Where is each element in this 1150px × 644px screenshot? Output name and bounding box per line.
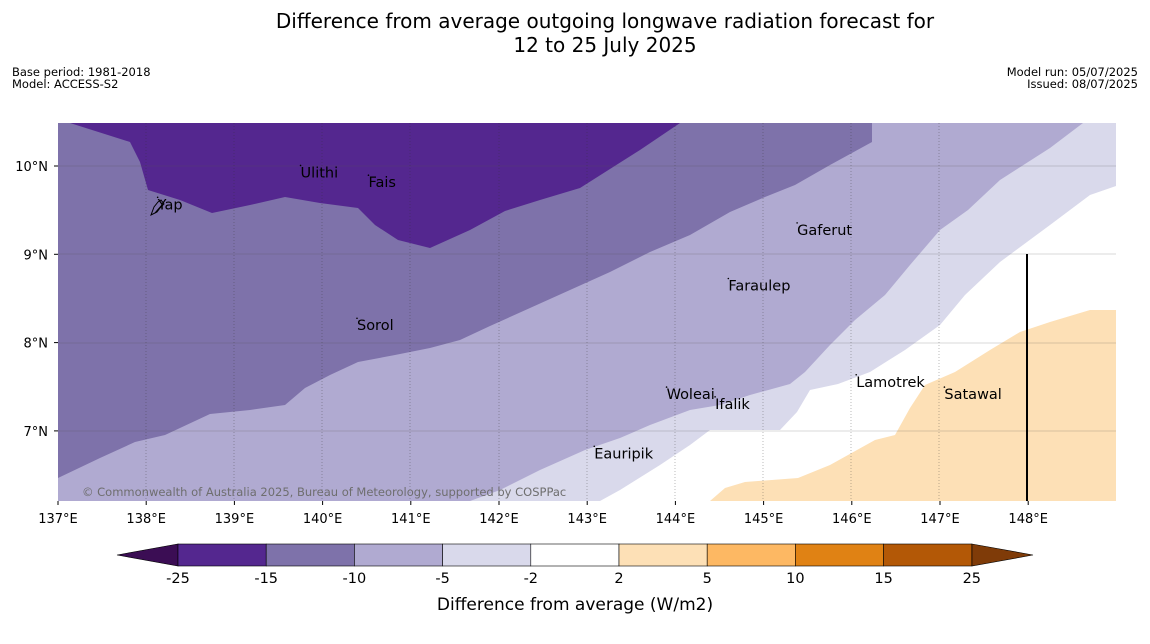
colorbar-tick: 2 bbox=[614, 571, 623, 587]
place-marker bbox=[156, 196, 159, 199]
band-minus-10-to-minus-15 bbox=[58, 123, 872, 478]
lon-tick-label: 144°E bbox=[656, 512, 696, 527]
band-minus-15-to-minus-25 bbox=[70, 123, 680, 248]
colorbar-tick: 25 bbox=[963, 571, 981, 587]
lon-tick-label: 148°E bbox=[1008, 512, 1048, 527]
longitude-ticks: 137°E 138°E 139°E 140°E 141°E 142°E 143°E 144°E… bbox=[38, 501, 1048, 527]
place-label: Eauripik bbox=[594, 446, 653, 462]
place-label: Satawal bbox=[944, 387, 1001, 403]
colorbar-tick: -2 bbox=[524, 571, 538, 587]
place-marker bbox=[714, 396, 716, 398]
colorbar: -25 -15 -10 -5 -2 2 5 10 15 25 Difference from av… bbox=[116, 543, 1034, 615]
colorbar-label: Difference from average (W/m2) bbox=[437, 595, 713, 615]
colorbar-bin bbox=[618, 543, 708, 567]
place-marker bbox=[367, 174, 370, 176]
copyright-notice: © Commonwealth of Australia 2025, Bureau… bbox=[82, 485, 566, 499]
lat-tick-label: 8°N bbox=[24, 337, 49, 352]
lon-tick-label: 147°E bbox=[920, 512, 960, 527]
lat-tick-label: 10°N bbox=[15, 160, 48, 175]
issued-date: Issued: 08/07/2025 bbox=[1027, 77, 1138, 91]
lon-tick-label: 143°E bbox=[567, 512, 607, 527]
place-marker bbox=[356, 317, 358, 320]
colorbar-tick: -5 bbox=[435, 571, 449, 587]
colorbar-bin bbox=[795, 543, 884, 567]
lon-tick-label: 141°E bbox=[391, 512, 431, 527]
model-run: Model run: 05/07/2025 bbox=[1006, 65, 1138, 79]
place-marker bbox=[299, 164, 302, 167]
place-marker bbox=[593, 445, 596, 448]
colorbar-bin bbox=[530, 543, 620, 567]
place-marker bbox=[665, 386, 668, 388]
place-label: Ifalik bbox=[715, 397, 750, 413]
colorbar-bin bbox=[177, 543, 267, 567]
place-label: Yap bbox=[157, 197, 183, 213]
lon-tick-label: 137°E bbox=[38, 512, 78, 527]
lon-tick-label: 138°E bbox=[126, 512, 166, 527]
place-label: Gaferut bbox=[797, 223, 852, 239]
colorbar-bin bbox=[354, 543, 443, 567]
lat-tick-label: 9°N bbox=[24, 248, 49, 263]
colorbar-extension-high bbox=[971, 543, 1034, 567]
model-name: Model: ACCESS-S2 bbox=[12, 77, 119, 91]
colorbar-tick: -15 bbox=[254, 571, 278, 587]
colorbar-tick: -10 bbox=[343, 571, 367, 587]
place-label: Fais bbox=[368, 175, 395, 191]
latitude-ticks: 10°N 9°N 8°N 7°N bbox=[15, 160, 58, 440]
colorbar-tick: -25 bbox=[166, 571, 190, 587]
band-plus-2-to-plus-5 bbox=[710, 310, 1116, 501]
lat-tick-label: 7°N bbox=[24, 425, 49, 440]
colorbar-bin bbox=[883, 543, 973, 567]
colorbar-tick-labels: -25 -15 -10 -5 -2 2 5 10 15 25 bbox=[166, 571, 981, 587]
place-marker bbox=[796, 222, 798, 224]
colorbar-tick: 15 bbox=[874, 571, 892, 587]
colorbar-bin bbox=[706, 543, 796, 567]
map-title: Difference from average outgoing longwav… bbox=[0, 9, 1150, 57]
yap-island-outline bbox=[150, 199, 165, 217]
metadata-left: Base period: 1981-2018 Model: ACCESS-S2 bbox=[12, 66, 151, 90]
place-marker bbox=[943, 386, 946, 388]
colorbar-tick: 10 bbox=[786, 571, 804, 587]
place-marker bbox=[855, 373, 858, 376]
gridlines bbox=[145, 123, 940, 501]
place-label: Sorol bbox=[357, 318, 394, 334]
lat-gridlines bbox=[58, 165, 1116, 432]
colorbar-extension-low bbox=[116, 543, 179, 567]
lon-tick-label: 140°E bbox=[303, 512, 343, 527]
place-label: Lamotrek bbox=[856, 375, 925, 391]
lon-tick-label: 145°E bbox=[744, 512, 784, 527]
title-line-1: Difference from average outgoing longwav… bbox=[275, 9, 935, 33]
place-label: Ulithi bbox=[301, 165, 339, 181]
metadata-right: Model run: 05/07/2025 Issued: 08/07/2025 bbox=[1007, 66, 1138, 90]
colorbar-bin bbox=[442, 543, 532, 567]
lon-tick-label: 142°E bbox=[479, 512, 519, 527]
place-labels: Ulithi Fais Yap Gaferut Faraulep Sorol Lamotre… bbox=[156, 164, 1002, 462]
place-label: Woleai bbox=[667, 387, 715, 403]
place-marker bbox=[727, 277, 730, 280]
title-line-2: 12 to 25 July 2025 bbox=[513, 33, 697, 57]
lon-tick-label: 139°E bbox=[215, 512, 255, 527]
base-period: Base period: 1981-2018 bbox=[12, 65, 151, 79]
colorbar-bins bbox=[177, 543, 973, 567]
colorbar-tick: 5 bbox=[703, 571, 712, 587]
place-label: Faraulep bbox=[728, 279, 790, 295]
lon-tick-label: 146°E bbox=[832, 512, 872, 527]
colorbar-bin bbox=[265, 543, 355, 567]
